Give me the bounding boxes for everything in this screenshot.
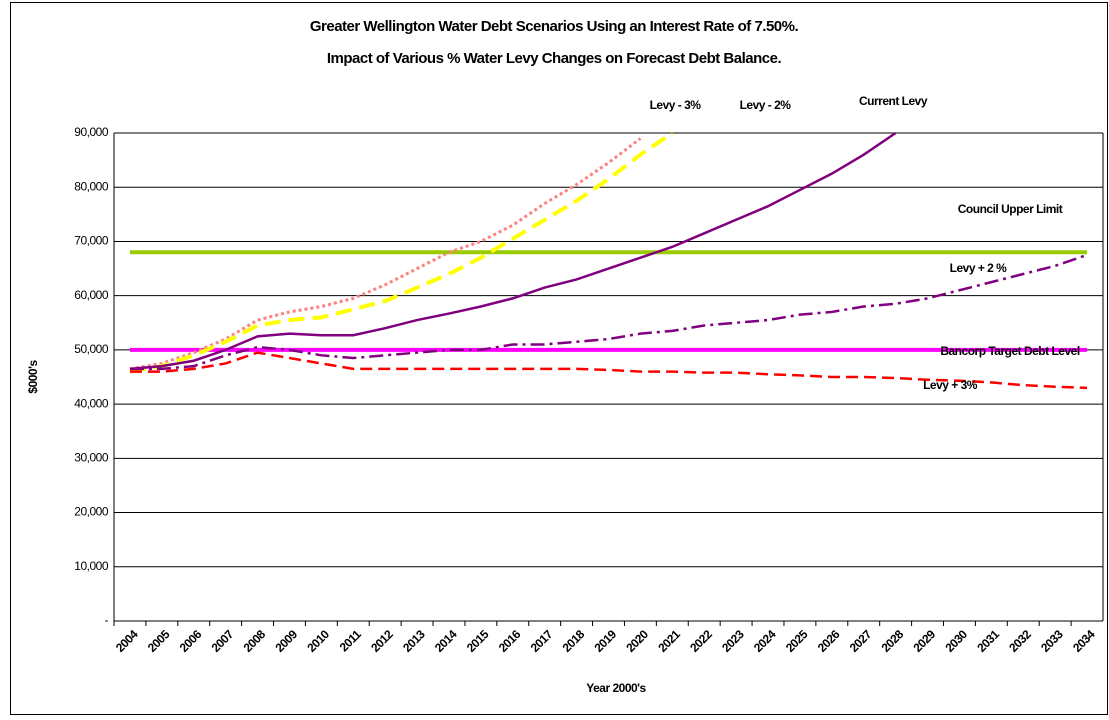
x-tick-label: 2016	[496, 627, 524, 655]
series-label: Council Upper Limit	[958, 202, 1063, 216]
x-tick-label: 2017	[528, 627, 556, 655]
x-tick-label: 2015	[464, 627, 492, 655]
x-tick-label: 2010	[304, 627, 332, 655]
x-tick-label: 2034	[1070, 627, 1098, 655]
series-line	[129, 351, 1088, 390]
y-tick-label: -	[105, 613, 109, 627]
y-tick-label: 80,000	[74, 179, 109, 193]
series-label: Levy + 3%	[923, 378, 978, 392]
series-label: Current Levy	[859, 94, 928, 108]
x-tick-label: 2019	[591, 627, 619, 655]
x-tick-label: 2023	[719, 627, 747, 655]
y-tick-label: 10,000	[74, 559, 109, 573]
x-tick-label: 2011	[337, 627, 364, 654]
y-tick-label: 60,000	[74, 288, 109, 302]
x-tick-label: 2013	[400, 627, 428, 655]
x-tick-label: 2007	[209, 627, 237, 655]
x-tick-label: 2024	[751, 627, 779, 655]
x-axis-label: Year 2000's	[586, 681, 646, 695]
x-tick-label: 2009	[272, 627, 300, 655]
x-tick-label: 2012	[368, 627, 396, 655]
series-label: Bancorp Target Debt Level	[940, 344, 1079, 358]
x-tick-label: 2025	[783, 627, 811, 655]
y-tick-label: 30,000	[74, 451, 109, 465]
y-tick-label: 40,000	[74, 396, 109, 410]
series-line	[129, 137, 642, 371]
x-tick-label: 2029	[911, 627, 939, 655]
chart-subtitle: Impact of Various % Water Levy Changes o…	[327, 50, 782, 67]
x-tick-label: 2014	[432, 627, 460, 655]
x-tick-label: 2004	[113, 627, 141, 655]
x-tick-label: 2031	[974, 627, 1002, 655]
chart-frame	[10, 2, 1108, 715]
y-tick-label: 50,000	[74, 342, 109, 356]
x-tick-label: 2018	[560, 627, 588, 655]
series-label: Levy - 3%	[650, 98, 702, 112]
x-tick-label: 2032	[1006, 627, 1034, 655]
x-tick-label: 2033	[1038, 627, 1066, 655]
y-tick-label: 70,000	[74, 234, 109, 248]
chart-title: Greater Wellington Water Debt Scenarios …	[310, 18, 799, 35]
y-tick-label: 20,000	[74, 505, 109, 519]
x-tick-label: 2027	[847, 627, 875, 655]
y-tick-label: 90,000	[74, 125, 109, 139]
x-tick-label: 2028	[879, 627, 907, 655]
series-label: Levy - 2%	[740, 98, 792, 112]
x-tick-label: 2030	[942, 627, 970, 655]
x-tick-label: 2020	[623, 627, 651, 655]
y-axis-label: $000's	[26, 360, 40, 394]
x-tick-label: 2006	[177, 627, 205, 655]
x-tick-label: 2026	[815, 627, 843, 655]
x-tick-label: 2021	[655, 627, 683, 655]
series-label: Levy + 2 %	[950, 261, 1008, 275]
series-line	[129, 253, 1088, 371]
x-tick-label: 2022	[687, 627, 715, 655]
x-tick-label: 2008	[241, 627, 269, 655]
series-line	[129, 131, 897, 371]
x-tick-label: 2005	[145, 627, 173, 655]
series-line	[129, 131, 674, 374]
